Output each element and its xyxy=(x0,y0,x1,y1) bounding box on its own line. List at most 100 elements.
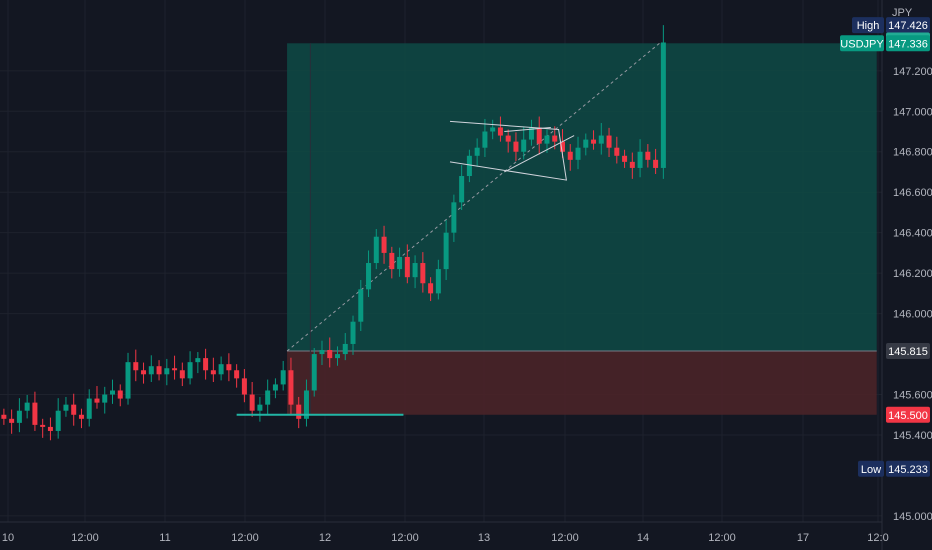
candle-body xyxy=(125,362,131,399)
candle xyxy=(350,315,356,355)
candle-body xyxy=(459,176,465,203)
price-badge-tag xyxy=(852,17,884,34)
candle xyxy=(451,194,457,242)
price-badge-bg xyxy=(886,406,930,423)
candle xyxy=(210,357,216,382)
candle-body xyxy=(172,368,178,371)
candle xyxy=(94,386,100,409)
candle-body xyxy=(117,390,123,399)
candle xyxy=(125,352,131,405)
candle xyxy=(466,149,472,183)
candle xyxy=(78,408,84,429)
candle-body xyxy=(591,139,597,144)
candle-body xyxy=(358,289,364,322)
candle xyxy=(575,136,581,170)
candle xyxy=(397,247,403,277)
flag-pattern-inner[interactable] xyxy=(504,135,575,173)
candle-body xyxy=(303,390,309,419)
candle xyxy=(653,148,659,174)
candle-body xyxy=(629,161,635,168)
price-badge-label: High xyxy=(857,20,880,32)
candle-body xyxy=(637,151,643,168)
price-badge-bg xyxy=(886,17,930,34)
x-tick-label: 10 xyxy=(2,532,14,544)
candle-body xyxy=(389,252,395,270)
time-axis[interactable]: 10 12:00 11 12:00 12 12:00 13 12:00 14 12:00 17 12:… xyxy=(2,532,889,544)
candle xyxy=(249,381,255,417)
candle xyxy=(71,393,77,426)
candle xyxy=(241,369,247,403)
flag-pattern-inner[interactable] xyxy=(504,126,551,133)
profit-zone[interactable] xyxy=(287,43,877,352)
candle-body xyxy=(148,366,154,375)
candle-body xyxy=(513,141,519,152)
candle xyxy=(490,119,496,140)
candle-body xyxy=(420,263,426,284)
flag-pattern[interactable] xyxy=(449,120,567,181)
candle xyxy=(226,353,232,382)
x-tick-label: 17 xyxy=(797,532,809,544)
candle xyxy=(335,346,340,366)
candle-body xyxy=(443,232,449,270)
candle-body xyxy=(110,390,115,395)
candle xyxy=(583,133,589,156)
candle-body xyxy=(428,283,434,294)
candle-body xyxy=(319,350,325,355)
y-tick-label: 147.000 xyxy=(893,106,932,118)
candle-body xyxy=(249,394,255,411)
candle-body xyxy=(195,358,201,363)
stop-loss-zone[interactable] xyxy=(287,351,877,415)
price-badge-value: 145.500 xyxy=(888,410,928,422)
drawings[interactable] xyxy=(236,120,575,416)
candle xyxy=(591,130,597,150)
candle xyxy=(567,144,573,171)
candle-body xyxy=(133,362,139,371)
price-badge-value: 145.233 xyxy=(888,464,928,476)
candle xyxy=(102,386,108,414)
candle-body xyxy=(226,364,232,371)
candle-body xyxy=(265,390,271,405)
candle-body xyxy=(327,350,333,359)
x-tick-label: 13 xyxy=(478,532,490,544)
candle-body xyxy=(311,354,317,391)
candle xyxy=(373,229,379,270)
candle-body xyxy=(490,127,496,132)
candle-body xyxy=(474,147,480,156)
candle xyxy=(288,357,294,416)
candle-body xyxy=(1,414,7,419)
candle-body xyxy=(257,404,263,411)
price-badge-label: USDJPY xyxy=(840,38,884,50)
candle xyxy=(420,252,426,293)
candle xyxy=(459,165,465,211)
candle xyxy=(521,127,527,160)
x-tick-label: 12:00 xyxy=(551,532,579,544)
position-zones[interactable] xyxy=(286,42,877,415)
price-badge: 145.815 xyxy=(886,343,930,360)
candle xyxy=(86,389,92,427)
candle-body xyxy=(296,404,302,419)
candle-body xyxy=(187,362,193,379)
price-badge-bg xyxy=(886,460,930,477)
candle-body xyxy=(397,256,403,270)
trend-dashed-line xyxy=(286,42,660,352)
candle-body xyxy=(373,236,379,264)
candle xyxy=(606,127,612,158)
candle xyxy=(32,391,38,431)
price-axis[interactable]: 147.200 147.000 146.800 146.600 146.400 146.2… xyxy=(840,17,932,523)
candle xyxy=(63,396,69,417)
candle xyxy=(172,355,178,380)
candle-body xyxy=(482,131,488,148)
candle xyxy=(148,355,154,382)
candle xyxy=(1,408,7,425)
candle xyxy=(234,364,240,388)
candle-body xyxy=(544,135,550,144)
x-tick-label: 12:00 xyxy=(708,532,736,544)
candle xyxy=(164,358,170,386)
candle-body xyxy=(381,236,387,253)
price-badge: 147.336 USDJPY xyxy=(840,35,930,52)
x-tick-label: 12:0 xyxy=(867,532,888,544)
candle xyxy=(389,246,395,279)
candle-body xyxy=(660,42,666,168)
candle xyxy=(622,149,628,168)
